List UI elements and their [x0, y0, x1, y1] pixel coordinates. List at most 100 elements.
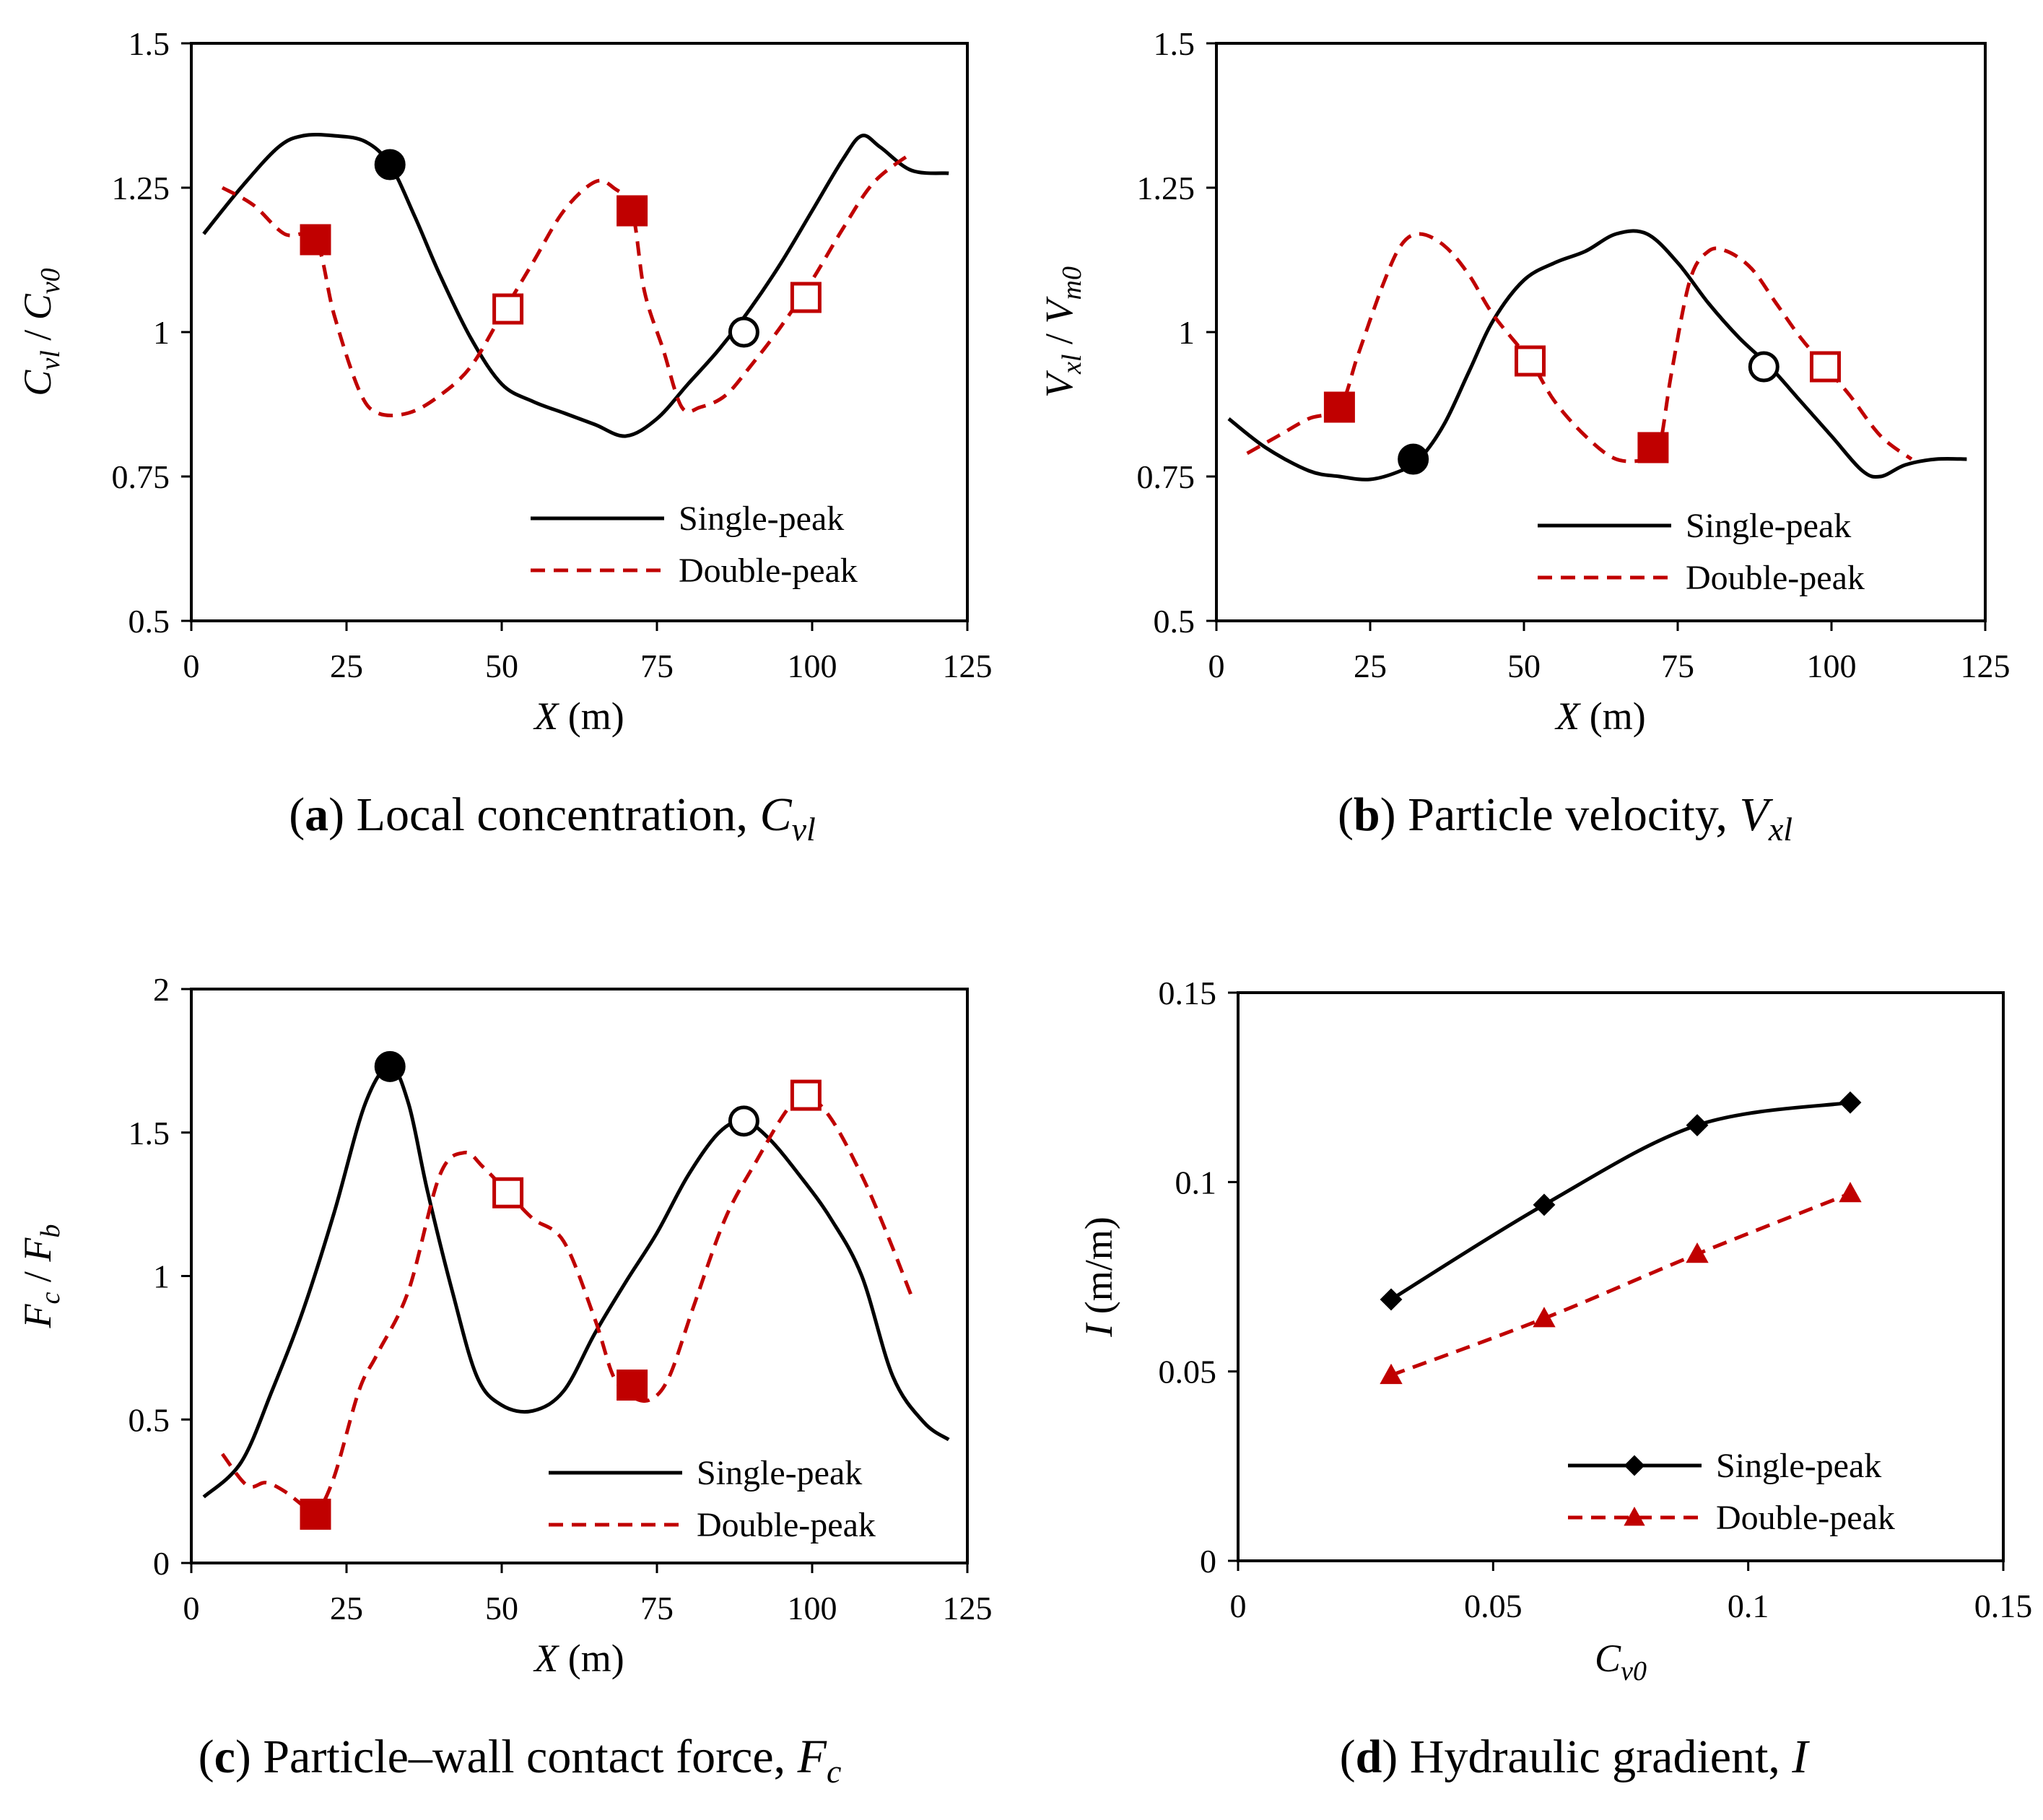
chart-panel-d: 0 0.05 0.1 0.15 0 0.05 0.1 0.15 Single-peak Doubl… — [1077, 975, 2032, 1783]
y-tick-label: 0 — [1200, 1543, 1216, 1580]
open-circle-marker — [728, 316, 759, 348]
legend-label-single: Single-peak — [1716, 1447, 1881, 1485]
filled-circle-marker — [374, 149, 406, 180]
x-tick-label: 75 — [1661, 648, 1694, 684]
y-tick-label: 0.75 — [112, 458, 170, 495]
x-axis-label: X (m) — [533, 695, 624, 738]
filled-square-marker — [1637, 432, 1669, 463]
open-square-marker — [790, 282, 822, 313]
legend-label-double: Double-peak — [697, 1506, 876, 1544]
filled-square-marker — [300, 1498, 331, 1530]
y-tick-label: 1.5 — [128, 1115, 170, 1151]
x-tick-label: 100 — [788, 1590, 837, 1627]
y-tick-label: 2 — [153, 971, 170, 1008]
chart-panel-b: 0 25 50 75 100 125 0.5 0.75 1 1.25 1.5 Single-peak D… — [1037, 25, 2011, 848]
x-tick-label: 50 — [485, 1590, 518, 1627]
y-tick-label: 1 — [153, 314, 170, 351]
y-tick-label: 0.5 — [1154, 603, 1195, 640]
double-peak-line — [221, 152, 913, 417]
plot-frame — [190, 42, 969, 622]
x-tick-label: 0.1 — [1728, 1588, 1769, 1624]
x-tick-label: 25 — [1354, 648, 1387, 684]
legend-label-single: Single-peak — [697, 1454, 862, 1492]
filled-square-marker — [617, 195, 648, 227]
x-tick-label: 0 — [183, 1590, 200, 1627]
y-tick-label: 0.5 — [128, 603, 170, 640]
x-tick-label: 25 — [330, 648, 363, 684]
single-peak-point — [1380, 1288, 1403, 1311]
y-axis-label: Vxl / Vm0 — [1037, 266, 1087, 398]
x-tick-label: 75 — [640, 648, 674, 684]
panel-caption: (c) Particle–wall contact force, Fc — [199, 1730, 842, 1790]
x-tick-label: 0 — [1208, 648, 1225, 684]
x-tick-label: 25 — [330, 1590, 363, 1627]
filled-circle-marker — [1398, 443, 1429, 475]
y-axis-label: I (m/m) — [1077, 1216, 1120, 1337]
y-tick-label: 1.5 — [1154, 25, 1195, 62]
single-peak-point — [1839, 1091, 1862, 1114]
filled-square-marker — [300, 224, 331, 256]
open-square-marker — [492, 1177, 524, 1209]
legend-marker — [1624, 1455, 1645, 1476]
open-square-marker — [492, 293, 524, 325]
legend-label-double: Double-peak — [679, 552, 858, 590]
x-tick-label: 100 — [1807, 648, 1857, 684]
single-peak-line — [202, 132, 949, 438]
y-tick-label: 1.25 — [112, 170, 170, 206]
panel-caption: (b) Particle velocity, Vxl — [1338, 788, 1792, 848]
filled-square-marker — [1323, 391, 1355, 423]
open-square-marker — [1515, 345, 1546, 377]
legend-marker — [1624, 1506, 1645, 1526]
y-tick-label: 0.15 — [1159, 975, 1217, 1011]
open-square-marker — [790, 1079, 822, 1111]
single-peak-point — [1686, 1114, 1709, 1137]
x-tick-label: 0 — [1230, 1588, 1247, 1624]
x-tick-label: 75 — [640, 1590, 674, 1627]
x-tick-label: 0 — [183, 648, 200, 684]
y-tick-label: 0.1 — [1175, 1164, 1217, 1201]
double-peak-point — [1533, 1307, 1556, 1328]
y-axis-label: Cvl / Cv0 — [16, 268, 66, 396]
x-tick-label: 100 — [788, 648, 837, 684]
y-tick-label: 1.25 — [1137, 170, 1195, 206]
legend-label-single: Single-peak — [1686, 507, 1851, 545]
x-axis-label: Cv0 — [1595, 1637, 1647, 1686]
chart-panel-c: 0 25 50 75 100 125 0 0.5 1 1.5 2 Single-peak Double-… — [16, 971, 993, 1790]
x-tick-label: 50 — [1507, 648, 1541, 684]
double-peak-point — [1686, 1242, 1709, 1263]
single-peak-line — [1227, 229, 1967, 482]
y-tick-label: 0.75 — [1137, 458, 1195, 495]
single-peak-line — [202, 1064, 950, 1499]
open-square-marker — [1809, 351, 1841, 383]
open-circle-marker — [1748, 351, 1780, 383]
single-peak-line — [1390, 1100, 1851, 1302]
double-peak-line — [1246, 232, 1913, 463]
single-peak-point — [1533, 1193, 1556, 1216]
panel-caption: (a) Local concentration, Cvl — [289, 788, 816, 848]
plot-frame — [1237, 991, 2005, 1562]
legend-label-single: Single-peak — [679, 500, 844, 538]
double-peak-line — [1390, 1191, 1851, 1377]
x-tick-label: 125 — [943, 648, 993, 684]
y-tick-label: 1 — [153, 1258, 170, 1295]
y-tick-label: 0.5 — [128, 1401, 170, 1438]
x-tick-label: 50 — [485, 648, 518, 684]
double-peak-point — [1839, 1182, 1862, 1203]
y-tick-label: 0.05 — [1159, 1354, 1217, 1390]
y-axis-label: Fc / Fb — [16, 1224, 66, 1329]
x-tick-label: 125 — [943, 1590, 993, 1627]
open-circle-marker — [728, 1105, 759, 1137]
double-peak-point — [1380, 1363, 1403, 1385]
panel-caption: (d) Hydraulic gradient, I — [1340, 1730, 1811, 1783]
y-tick-label: 1.5 — [128, 25, 170, 62]
y-tick-label: 1 — [1178, 314, 1195, 351]
x-tick-label: 0.05 — [1464, 1588, 1523, 1624]
double-peak-line — [221, 1093, 913, 1518]
x-tick-label: 0.15 — [1974, 1588, 2033, 1624]
x-axis-label: X (m) — [533, 1637, 624, 1680]
filled-square-marker — [617, 1370, 648, 1401]
legend-label-double: Double-peak — [1686, 559, 1865, 597]
x-tick-label: 125 — [1961, 648, 2011, 684]
y-tick-label: 0 — [153, 1545, 170, 1582]
